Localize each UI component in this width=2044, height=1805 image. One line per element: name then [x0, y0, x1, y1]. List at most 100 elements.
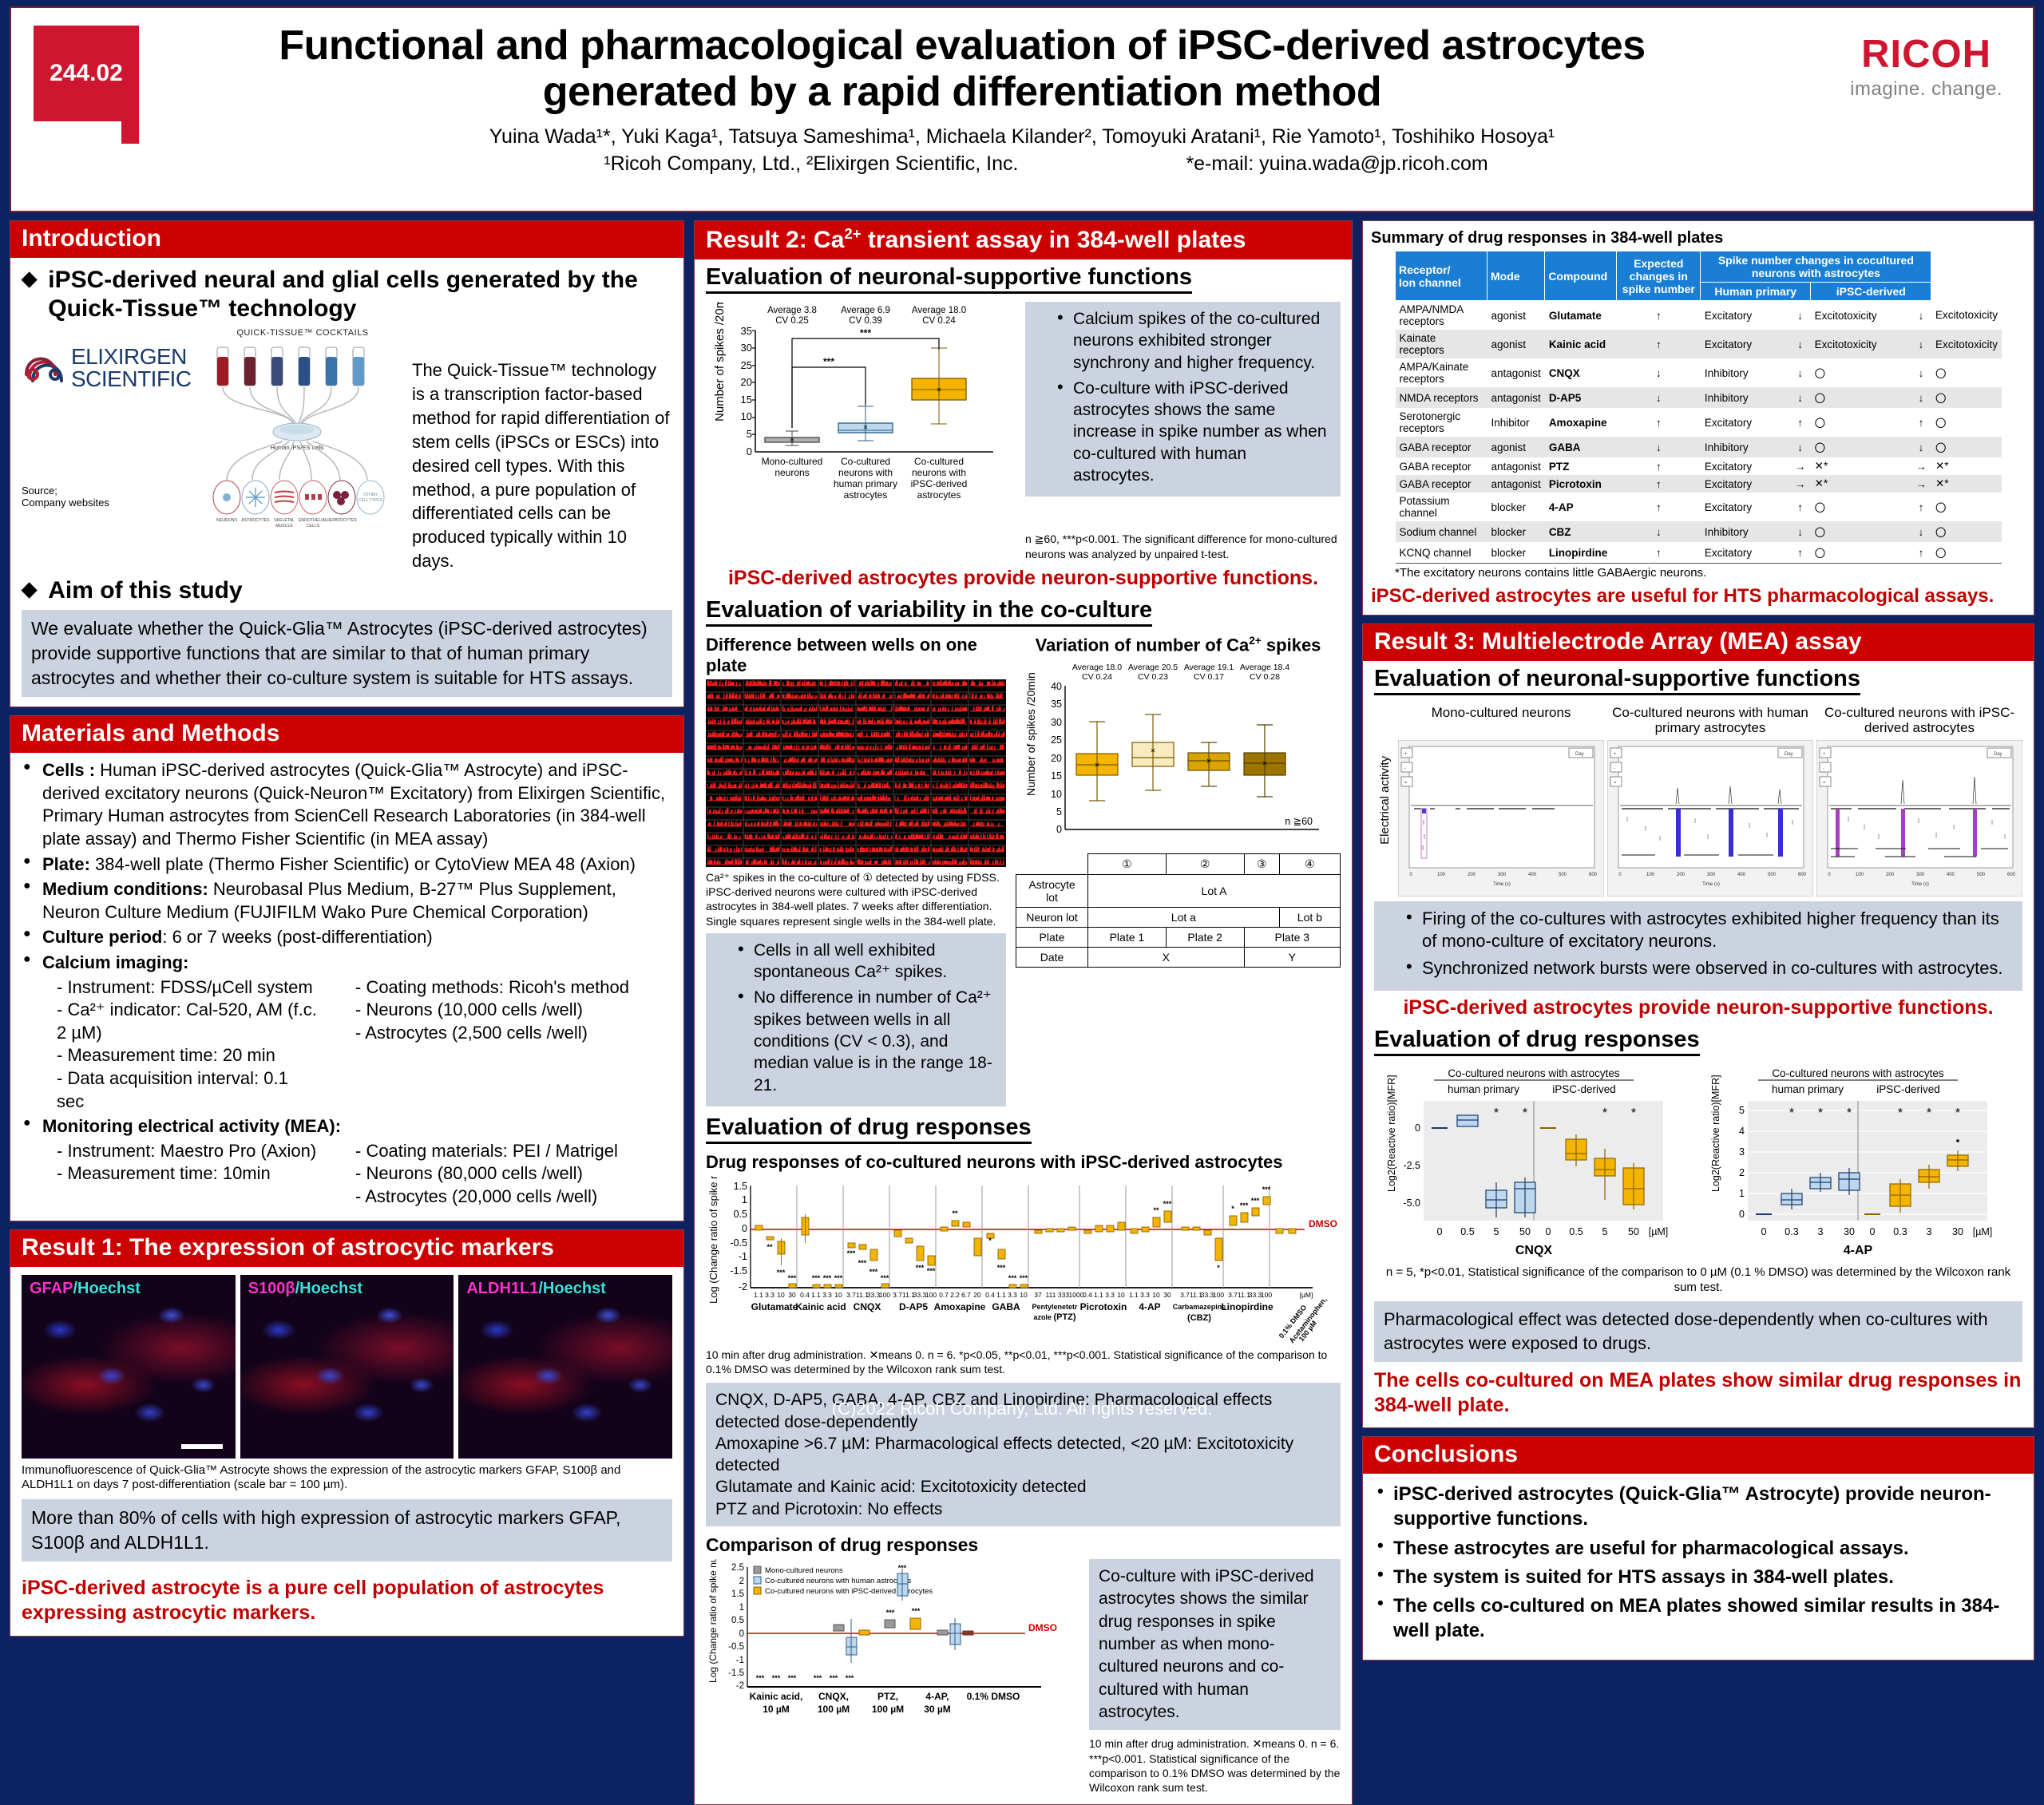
cnqx-title: CNQX: [1515, 1244, 1553, 1257]
mea-y-axis-label: Electrical activity: [1377, 756, 1392, 845]
table-row: Date X Y: [1016, 947, 1341, 968]
svg-text:4: 4: [1739, 1126, 1745, 1137]
mea-panel-title-2: Co-cultured neurons with iPSC-derived as…: [1824, 704, 2015, 736]
svg-text:CV 0.24: CV 0.24: [922, 316, 956, 326]
mea-raster-row: Electrical activity Mono-cultured neuron…: [1374, 705, 2022, 897]
cell-expected: Inhibitory: [1704, 525, 1749, 538]
svg-text:30: 30: [1952, 1226, 1963, 1237]
svg-text:Number of spikes /20min: Number of spikes /20min: [1024, 672, 1037, 796]
section-materials-methods: Materials and Methods Cells : Human iPSC…: [10, 715, 684, 1221]
cell-mode: agonist: [1491, 338, 1527, 350]
list-item: Medium conditions: Neurobasal Plus Mediu…: [22, 878, 672, 924]
svg-text:0.3: 0.3: [1785, 1226, 1798, 1237]
cell-expected: Excitatory: [1700, 542, 1790, 564]
cell-ip-arrow: ↑: [1910, 542, 1931, 564]
affiliations: ¹Ricoh Company, Ltd., ²Elixirgen Scienti…: [604, 152, 1019, 176]
svg-text:DMSO: DMSO: [1309, 1218, 1337, 1229]
svg-text:SKELETAL: SKELETAL: [274, 518, 295, 523]
cell-ip: 〇: [1935, 418, 1947, 429]
cell-ip-arrow: ↑: [1918, 416, 1924, 429]
result2-stats-note: n ≧60, ***p<0.001. The significant diffe…: [1025, 532, 1337, 560]
svg-text:***: ***: [898, 1564, 907, 1572]
cell-ip: 〇: [1935, 502, 1947, 514]
svg-text:[µM]: [µM]: [1300, 1291, 1313, 1299]
lot-plate-3: Plate 3: [1243, 927, 1341, 948]
list-item: Monitoring electrical activity (MEA): - …: [22, 1115, 672, 1208]
list-item: The cells co-cultured on MEA plates show…: [1374, 1592, 2022, 1643]
contact-email: *e-mail: yuina.wada@jp.ricoh.com: [1186, 152, 1488, 176]
svg-text:33.3: 33.3: [1201, 1291, 1214, 1299]
result2-section1-title: Evaluation of neuronal-supportive functi…: [706, 264, 1193, 294]
svg-text:2: 2: [1739, 1167, 1745, 1178]
svg-text:[µM]: [µM]: [1973, 1226, 1993, 1237]
svg-text:10: 10: [1020, 1291, 1028, 1299]
svg-text:30: 30: [741, 342, 752, 354]
svg-text:5: 5: [747, 428, 752, 440]
svg-text:10: 10: [834, 1291, 842, 1299]
result2-conclusion-1: iPSC-derived astrocytes provide neuron-s…: [727, 566, 1319, 589]
cell-ip: ✕*: [1935, 477, 1949, 489]
cell-receptor: NMDA receptors: [1399, 391, 1479, 404]
counterstain-aldh1l1: /Hoechst: [538, 1279, 606, 1297]
cell-mode: antagonist: [1491, 366, 1541, 379]
marker-name-aldh1l1: ALDH1L1: [466, 1279, 539, 1297]
svg-text:CELL TYPES: CELL TYPES: [358, 498, 383, 503]
svg-text:-: -: [1823, 766, 1824, 771]
mea-drug-charts-row: Co-cultured neurons with astrocytes huma…: [1374, 1064, 2022, 1264]
table-header-row: Receptor/ Ion channel Mode Compound Expe…: [1395, 251, 2002, 301]
result2-bar: Result 2: Ca2+ transient assay in 384-we…: [695, 221, 1352, 259]
introduction-body-text: The Quick-Tissue™ technology is a transc…: [412, 360, 670, 572]
cell-expected: Inhibitory: [1704, 441, 1749, 453]
svg-text:*: *: [1494, 1106, 1499, 1120]
svg-text:0.5: 0.5: [1569, 1226, 1583, 1237]
svg-text:0: 0: [739, 1629, 744, 1639]
svg-text:HEPATOCYTES: HEPATOCYTES: [327, 518, 357, 523]
th-human-primary: Human primary: [1700, 282, 1812, 301]
result3-bullets-box: Firing of the co-cultures with astrocyte…: [1374, 901, 2022, 991]
cell-expected: Excitatory: [1704, 460, 1753, 473]
svg-text:0.4: 0.4: [800, 1291, 810, 1299]
svg-text:✕: ✕: [937, 386, 942, 394]
cell-ip: 〇: [1931, 542, 2002, 564]
cell-expected: Excitatory: [1704, 309, 1753, 322]
svg-text:5: 5: [1494, 1226, 1499, 1237]
svg-text:CV 0.28: CV 0.28: [1250, 672, 1280, 682]
cell-hp: 〇: [1814, 502, 1826, 514]
svg-text:***: ***: [912, 1607, 921, 1615]
svg-text:500: 500: [1768, 873, 1777, 877]
result3-bar: Result 3: Multielectrode Array (MEA) ass…: [1363, 623, 2034, 661]
introduction-bar: Introduction: [10, 221, 683, 258]
svg-text:0: 0: [1056, 824, 1062, 835]
svg-text:=: =: [1404, 781, 1408, 786]
svg-text:0: 0: [1870, 1226, 1876, 1237]
svg-text:Average 20.5: Average 20.5: [1128, 663, 1178, 672]
micrograph-aldh1l1: ALDH1L1/Hoechst: [458, 1274, 673, 1459]
drug-summary-table: Receptor/ Ion channel Mode Compound Expe…: [1395, 251, 2002, 564]
cell-hp: 〇: [1814, 368, 1826, 380]
svg-text:4-AP: 4-AP: [1139, 1301, 1160, 1312]
svg-text:500: 500: [1977, 873, 1986, 877]
lot-row-label-date: Date: [1016, 947, 1088, 968]
affiliation-row: ¹Ricoh Company, Ltd., ²Elixirgen Scienti…: [11, 152, 2033, 176]
result3-finding: Pharmacological effect was detected dose…: [1374, 1301, 2022, 1362]
svg-text:**: **: [1153, 1206, 1159, 1214]
aim-text-box: We evaluate whether the Quick-Glia™ Astr…: [22, 610, 672, 698]
table-row: AMPA/NMDA receptors agonist Glutamate ↑ Exci…: [1396, 301, 2002, 331]
svg-text:D-AP5: D-AP5: [899, 1301, 928, 1312]
svg-text:20: 20: [741, 376, 752, 388]
cell-mode: antagonist: [1491, 477, 1541, 490]
list-item: These astrocytes are useful for pharmaco…: [1374, 1534, 2022, 1561]
svg-text:***: ***: [1240, 1201, 1249, 1209]
svg-text:Kainic acid,: Kainic acid,: [750, 1691, 803, 1702]
svg-text:Kainic acid: Kainic acid: [795, 1301, 846, 1312]
svg-text:1.1: 1.1: [996, 1291, 1006, 1299]
svg-text:Day: Day: [1994, 752, 2002, 757]
svg-text:Time (s): Time (s): [1702, 882, 1720, 887]
svg-text:*: *: [988, 1237, 992, 1245]
cell-compound: Amoxapine: [1548, 416, 1607, 429]
svg-text:Picrotoxin: Picrotoxin: [1080, 1301, 1127, 1312]
svg-text:***: ***: [847, 1249, 856, 1257]
svg-text:1.5: 1.5: [731, 1589, 744, 1599]
fourap-title: 4-AP: [1844, 1244, 1873, 1257]
svg-text:37: 37: [1034, 1291, 1042, 1299]
